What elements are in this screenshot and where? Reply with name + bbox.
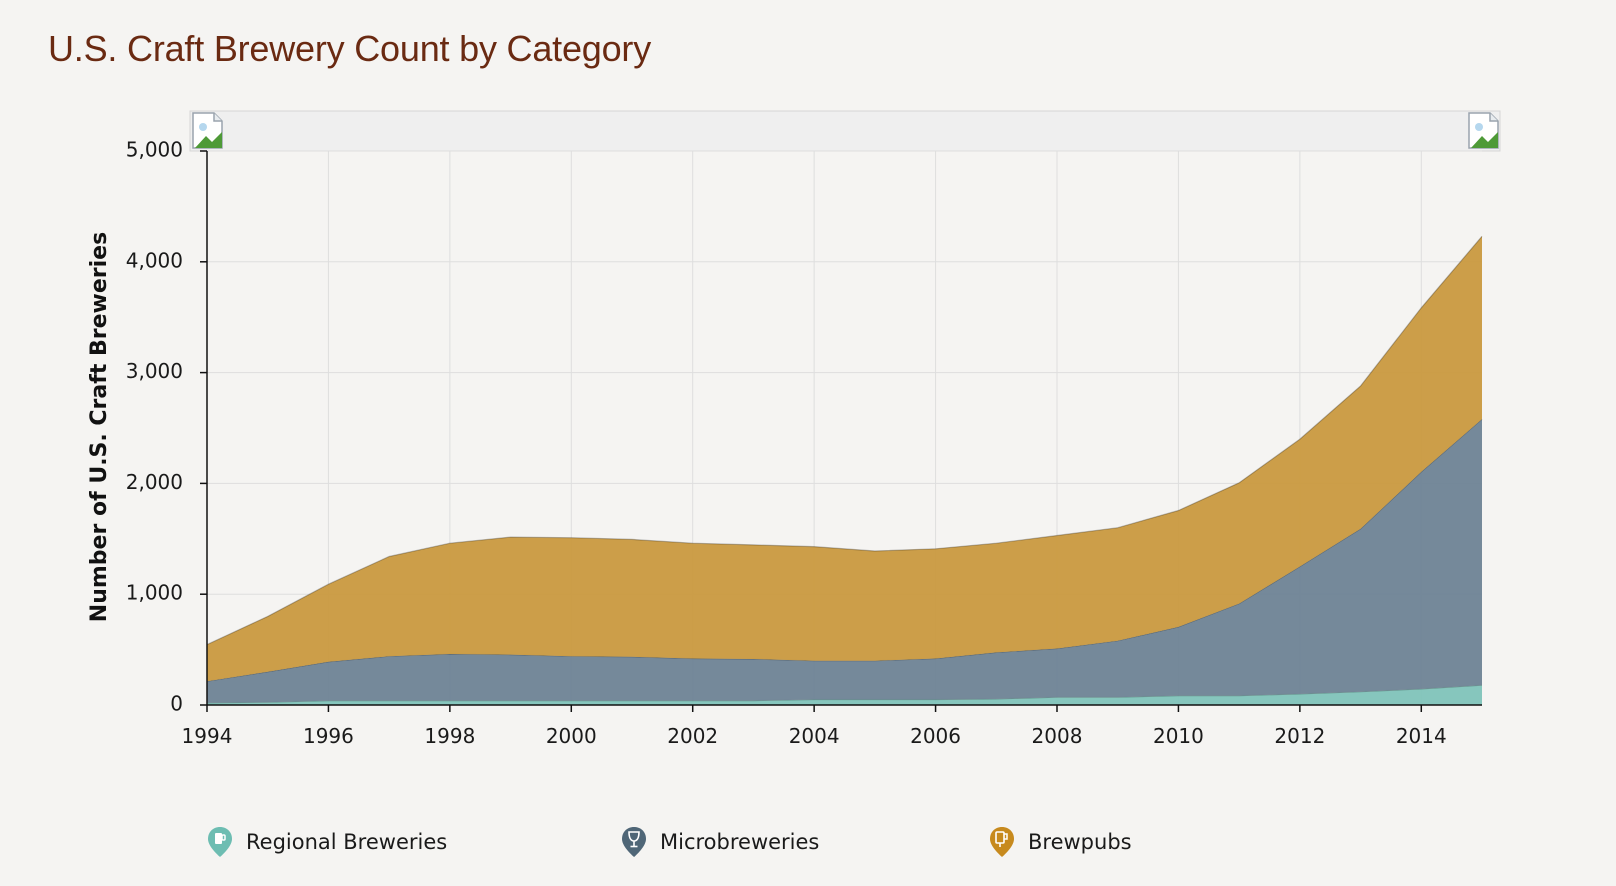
brewpub-pin-icon — [990, 827, 1014, 857]
area-chart: 0 1,000 2,000 3,000 4,000 5,000 1994 1996 1998 2… — [87, 110, 1501, 748]
area-regional-breweries[interactable] — [207, 685, 1482, 705]
legend-label: Brewpubs — [1028, 830, 1132, 854]
range-handle-right-icon[interactable] — [1468, 112, 1499, 149]
microbrewery-pin-icon — [622, 827, 646, 857]
x-tick-label: 2010 — [1153, 724, 1204, 748]
x-tick-label: 1994 — [182, 724, 233, 748]
x-tick-label: 2000 — [546, 724, 597, 748]
x-tick-label: 2008 — [1032, 724, 1083, 748]
y-axis-ticks: 0 1,000 2,000 3,000 4,000 5,000 — [126, 138, 207, 716]
legend-label: Regional Breweries — [246, 830, 448, 854]
regional-brewery-pin-icon — [208, 827, 232, 857]
y-tick-label: 3,000 — [126, 359, 183, 383]
x-tick-label: 2002 — [667, 724, 718, 748]
range-handle-left-icon[interactable] — [192, 112, 223, 149]
x-tick-label: 2006 — [910, 724, 961, 748]
y-tick-label: 1,000 — [126, 581, 183, 605]
area-edge-brewpubs — [206, 235, 1483, 646]
y-tick-label: 5,000 — [126, 138, 183, 162]
x-tick-label: 1998 — [424, 724, 475, 748]
y-tick-label: 0 — [170, 692, 183, 716]
range-selector-track[interactable] — [189, 110, 1501, 152]
range-selector[interactable] — [189, 110, 1501, 152]
area-microbreweries[interactable] — [207, 419, 1482, 703]
x-tick-label: 2012 — [1274, 724, 1325, 748]
legend-item-regional-breweries[interactable]: Regional Breweries — [206, 822, 447, 862]
y-tick-label: 2,000 — [126, 470, 183, 494]
axes — [206, 151, 1482, 706]
x-tick-label: 1996 — [303, 724, 354, 748]
y-axis-title: Number of U.S. Craft Breweries — [87, 232, 112, 622]
y-tick-label: 4,000 — [126, 248, 183, 272]
legend-label: Microbreweries — [660, 830, 820, 854]
chart-title: U.S. Craft Brewery Count by Category — [48, 28, 652, 69]
legend-item-microbreweries[interactable]: Microbreweries — [620, 822, 819, 862]
x-tick-label: 2014 — [1396, 724, 1447, 748]
stacked-areas — [206, 235, 1483, 705]
x-tick-label: 2004 — [789, 724, 840, 748]
legend-item-brewpubs[interactable]: Brewpubs — [988, 822, 1132, 862]
legend: Regional Breweries Microbreweries Brewpu… — [0, 822, 1616, 862]
x-axis-ticks: 1994 1996 1998 2000 2002 2004 2006 2008 2010 2012… — [182, 705, 1447, 748]
area-brewpubs[interactable] — [207, 236, 1482, 682]
